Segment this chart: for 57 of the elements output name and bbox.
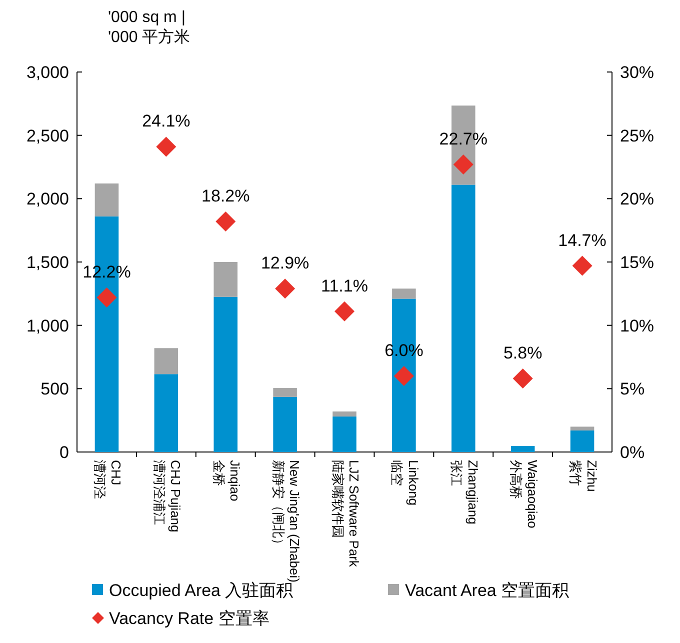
data-label: 22.7% — [439, 129, 488, 148]
x-tick-label: Zizhu 紫竹 — [568, 460, 600, 492]
point — [216, 211, 236, 232]
y2-tick-label: 5% — [620, 380, 645, 399]
x-tick-label: Waigaoqiao 外高桥 — [508, 460, 540, 528]
point — [572, 256, 592, 276]
point — [96, 287, 117, 308]
legend-label: Occupied Area 入驻面积 — [109, 581, 294, 600]
y-tick-label: 2,500 — [26, 126, 69, 146]
y-tick-label: 1,000 — [26, 316, 69, 336]
legend-label: Vacancy Rate 空置率 — [109, 609, 270, 628]
bar — [332, 416, 356, 452]
data-label: 12.9% — [260, 254, 310, 273]
x-tick-label: CHJ 漕河泾 — [92, 460, 124, 499]
point — [512, 368, 533, 389]
point — [275, 278, 296, 299]
y-tick-label: 0 — [60, 443, 69, 462]
bar — [214, 296, 238, 452]
point — [394, 366, 414, 386]
x-tick-label: Zhangjiang 张江 — [449, 460, 480, 524]
y-tick-label: 1,500 — [26, 253, 69, 272]
x-tick-label: CHJ Pujiang 漕河泾浦江 — [152, 460, 184, 532]
bar — [332, 411, 356, 417]
y-tick-label: 500 — [40, 380, 69, 399]
y-axis-title: '000 sq m | '000 平方米 — [108, 9, 190, 46]
point — [334, 301, 354, 322]
data-label: 18.2% — [202, 186, 250, 206]
bar — [570, 430, 594, 452]
bar — [392, 288, 416, 299]
y-tick-label: 2,000 — [26, 190, 69, 209]
bar — [510, 446, 535, 452]
x-tick-label: Jinqiao 金桥 — [211, 460, 243, 502]
data-label: 14.7% — [558, 230, 606, 250]
bar — [214, 262, 238, 297]
bar — [452, 184, 476, 452]
data-label: 24.1% — [142, 112, 190, 131]
point — [156, 136, 176, 157]
y2-tick-label: 20% — [620, 190, 654, 209]
bar — [570, 426, 594, 430]
x-tick-label: LJZ Software Park 陆家嘴软件园 — [330, 460, 362, 568]
y2-tick-label: 30% — [620, 63, 654, 82]
y-tick-label: 3,000 — [26, 63, 69, 82]
bar — [154, 348, 178, 374]
data-label: 11.1% — [321, 276, 368, 296]
data-label: 5.8% — [503, 344, 542, 363]
x-tick-label: New Jing'an (Zhabei) 新静安（闸北） — [270, 460, 302, 582]
x-tick-label: Linkong 临空 — [390, 460, 421, 506]
y2-tick-label: 15% — [620, 253, 654, 272]
point — [453, 154, 474, 174]
bar — [273, 388, 297, 397]
legend-label: Vacant Area 空置面积 — [405, 581, 570, 600]
bar — [154, 374, 178, 452]
y2-tick-label: 10% — [620, 316, 654, 336]
y2-tick-label: 0% — [620, 443, 645, 462]
bar — [94, 183, 119, 216]
bar — [273, 396, 297, 452]
y2-tick-label: 25% — [620, 126, 654, 146]
